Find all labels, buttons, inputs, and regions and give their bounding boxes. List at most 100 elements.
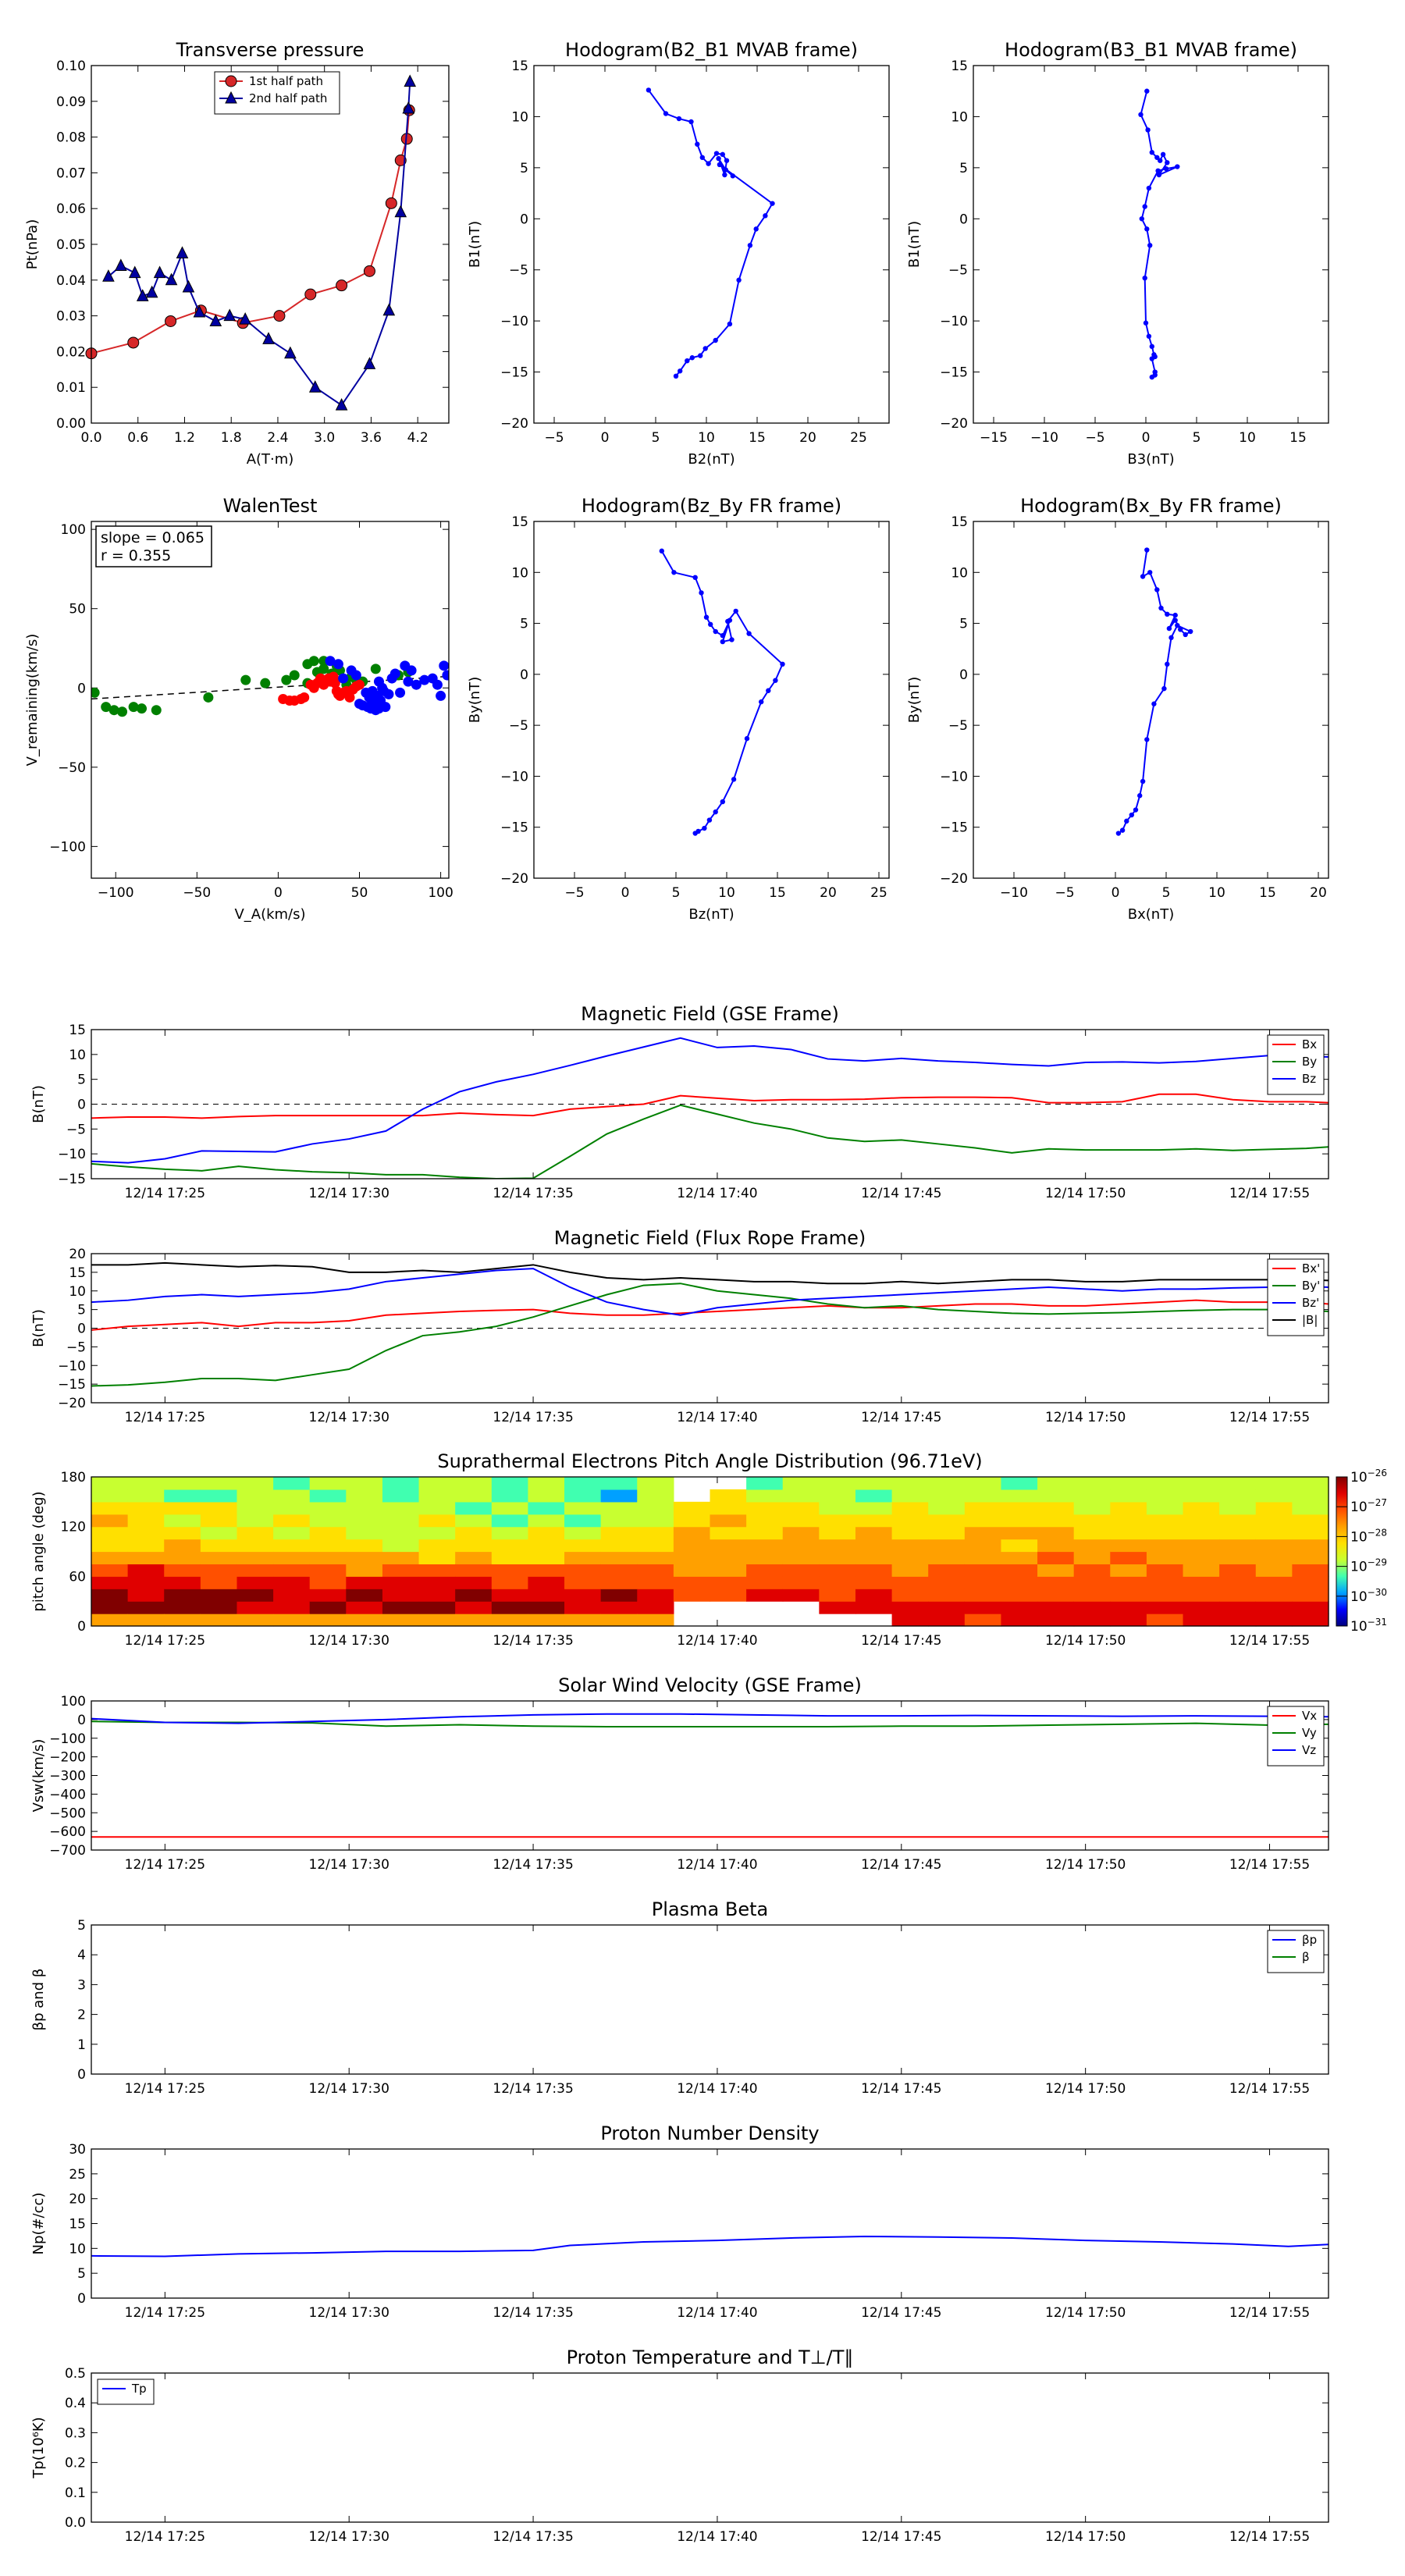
heatmap-cell — [528, 1589, 565, 1602]
heatmap-cell — [1110, 1601, 1147, 1614]
x-tick-label: 12/14 17:40 — [677, 1633, 757, 1649]
x-tick-label: −5 — [544, 430, 564, 446]
heatmap-cell — [237, 1501, 274, 1515]
heatmap-cell — [528, 1514, 565, 1528]
heatmap-cell — [673, 1501, 711, 1515]
heatmap-cell — [891, 1551, 929, 1565]
y-tick-label: 0.5 — [65, 2366, 86, 2382]
heatmap-cell — [1183, 1514, 1220, 1528]
scatter-point-blue — [432, 679, 443, 690]
heatmap-cell — [564, 1589, 602, 1602]
panel-h2: Hodogram(B3_B1 MVAB frame) −15 −10 −5 0 5 10 15… — [906, 39, 1329, 468]
y-tick-label: 15 — [511, 59, 528, 74]
heatmap-cell — [200, 1614, 238, 1627]
data-point — [1115, 831, 1122, 836]
x-tick-label: 12/14 17:45 — [861, 1633, 941, 1649]
x-tick-label: 12/14 17:30 — [309, 2305, 389, 2321]
heatmap-cell — [1255, 1564, 1293, 1577]
heatmap-cell — [855, 1526, 893, 1540]
heatmap-cell — [1183, 1501, 1220, 1515]
series-line-Vy — [91, 1720, 1329, 1727]
heatmap-cell — [1001, 1601, 1038, 1614]
heatmap-cell — [418, 1477, 456, 1490]
data-point — [1129, 812, 1135, 818]
panel-np: Proton Number Density 12/14 17:25 12/14 17… — [30, 2122, 1329, 2321]
heatmap-cell — [1183, 1614, 1220, 1627]
x-tick-label: 12/14 17:35 — [493, 2081, 573, 2097]
heatmap-cell — [1183, 1526, 1220, 1540]
x-tick-label: 0.0 — [80, 430, 101, 446]
heatmap-cell — [418, 1489, 456, 1503]
data-point — [692, 831, 698, 836]
y-tick-label: 0.01 — [56, 380, 86, 396]
x-axis-label: B3(nT) — [1127, 451, 1174, 468]
data-point — [678, 368, 683, 374]
heatmap-cell — [164, 1601, 201, 1614]
heatmap-cell — [891, 1514, 929, 1528]
y-tick-label: −10 — [500, 314, 528, 329]
x-tick-label: −10 — [1000, 885, 1028, 901]
heatmap-cell — [1292, 1564, 1329, 1577]
heatmap-cell — [309, 1589, 347, 1602]
heatmap-cell — [273, 1514, 311, 1528]
heatmap-cell — [600, 1589, 638, 1602]
data-point — [685, 358, 690, 364]
data-point — [706, 817, 713, 823]
heatmap-cell — [1037, 1601, 1075, 1614]
data-point — [713, 628, 718, 635]
chart-title: Hodogram(B3_B1 MVAB frame) — [1005, 39, 1297, 61]
x-tick-label: 4.2 — [407, 430, 429, 446]
heatmap-cell — [309, 1576, 347, 1589]
data-point — [770, 201, 775, 206]
scatter-point-green — [281, 674, 292, 685]
heatmap-cell — [346, 1564, 383, 1577]
heatmap-cell — [491, 1514, 529, 1528]
heatmap-cell — [710, 1564, 747, 1577]
y-tick-label: 5 — [77, 1918, 86, 1934]
heatmap-cell — [1183, 1539, 1220, 1553]
heatmap-cell — [273, 1551, 311, 1565]
legend-label: |B| — [1302, 1313, 1318, 1327]
heatmap-cell — [891, 1489, 929, 1503]
x-tick-label: 12/14 17:35 — [493, 1410, 573, 1425]
y-tick-label: −15 — [500, 365, 528, 381]
data-point — [394, 205, 407, 218]
series-line-Bz — [91, 1268, 1329, 1316]
legend-box — [1267, 1258, 1325, 1336]
scatter-point-red — [299, 692, 310, 703]
x-tick-label: −100 — [98, 885, 134, 901]
x-tick-label: 15 — [769, 885, 786, 901]
data-point — [699, 155, 705, 160]
y-tick-label: −700 — [49, 1843, 86, 1859]
heatmap-cell — [964, 1564, 1002, 1577]
y-axis-label: B(nT) — [30, 1309, 47, 1347]
heatmap-cell — [819, 1576, 856, 1589]
heatmap-cell — [237, 1539, 274, 1553]
x-tick-label: 12/14 17:55 — [1229, 1857, 1310, 1873]
heatmap-cell — [528, 1564, 565, 1577]
heatmap-cell — [418, 1526, 456, 1540]
heatmap-cell — [746, 1489, 784, 1503]
heatmap-cell — [782, 1576, 820, 1589]
scatter-point-red — [354, 679, 365, 690]
data-point — [1149, 356, 1155, 361]
series-line-2nd-half-path — [108, 81, 411, 407]
data-point — [165, 315, 177, 327]
y-tick-label: −5 — [948, 263, 968, 279]
heatmap-cell — [1292, 1489, 1329, 1503]
heatmap-cell — [928, 1489, 966, 1503]
heatmap-cell — [382, 1501, 420, 1515]
y-tick-label: −5 — [66, 1122, 86, 1137]
y-tick-label: −300 — [49, 1769, 86, 1784]
heatmap-cell — [309, 1489, 347, 1503]
panel-walen: WalenTest −100 −50 0 50 100 −100 −50 0 50 100 V_A(k… — [24, 495, 454, 923]
data-point — [1137, 793, 1143, 799]
x-tick-label: 12/14 17:25 — [125, 1410, 205, 1425]
heatmap-cell — [200, 1526, 238, 1540]
scatter-point-blue — [338, 673, 349, 684]
axes-frame — [91, 2372, 1329, 2523]
data-point — [335, 397, 348, 411]
x-tick-label: 0 — [601, 430, 610, 446]
y-axis-label: pitch angle (deg) — [30, 1491, 47, 1611]
heatmap-cell — [528, 1526, 565, 1540]
